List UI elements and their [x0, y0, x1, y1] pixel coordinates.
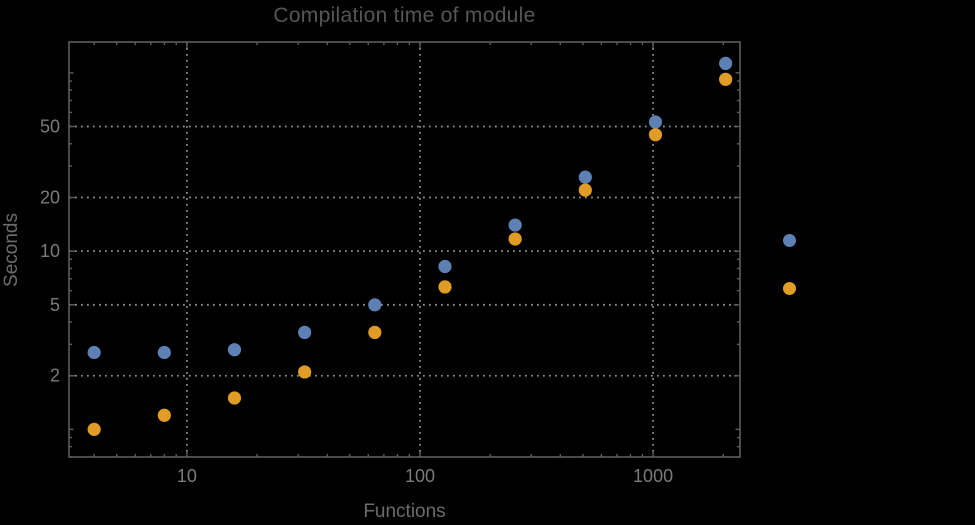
- data-point-series-1-blue-x1024: [648, 115, 663, 129]
- data-point-series-1-blue-x8: [157, 345, 171, 360]
- data-point-series-1-blue-x2048: [719, 56, 733, 71]
- data-point-series-2-orange-x1024: [648, 128, 663, 142]
- y-tick-label: 20: [40, 187, 60, 207]
- x-tick-label: 100: [405, 466, 435, 486]
- data-point-series-1-blue-x512: [578, 170, 592, 184]
- data-point-series-1-blue-x256: [508, 218, 522, 232]
- chart-title: Compilation time of module: [273, 4, 536, 27]
- data-point-series-2-orange-x512: [578, 183, 592, 197]
- x-axis-title: Functions: [363, 501, 446, 522]
- x-tick-label: 10: [177, 466, 197, 486]
- y-tick-label: 5: [50, 295, 60, 315]
- data-point-series-2-orange-x16: [227, 391, 242, 405]
- data-point-series-2-orange-x256: [508, 232, 522, 246]
- data-point-series-2-orange-x2048: [719, 72, 733, 86]
- y-tick-label: 10: [40, 241, 60, 261]
- y-tick-label: 2: [50, 366, 60, 386]
- data-point-series-2-orange-x32: [298, 365, 312, 379]
- legend-marker-series-1: [783, 234, 796, 247]
- data-point-series-1-blue-x64: [368, 298, 382, 312]
- data-point-series-2-orange-x4: [87, 422, 101, 436]
- data-point-series-1-blue-x32: [298, 325, 312, 340]
- y-tick-label: 50: [40, 117, 60, 137]
- legend-marker-series-2: [783, 282, 796, 295]
- x-tick-label: 1000: [633, 466, 673, 486]
- data-point-series-1-blue-x128: [438, 259, 452, 274]
- data-point-series-1-blue-x16: [227, 343, 242, 357]
- plot-frame: [68, 41, 741, 458]
- data-point-series-2-orange-x8: [157, 408, 171, 422]
- data-point-series-2-orange-x64: [368, 325, 382, 340]
- data-point-series-1-blue-x4: [87, 345, 101, 360]
- data-point-series-2-orange-x128: [438, 280, 452, 294]
